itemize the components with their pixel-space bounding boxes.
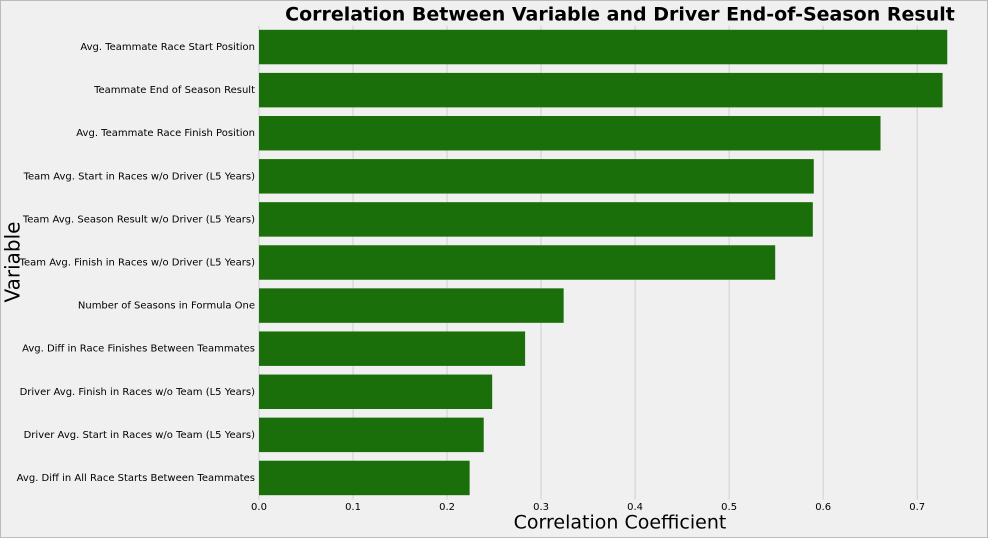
x-tick-label: 0.7: [909, 502, 925, 513]
y-tick-label: Avg. Diff in Race Finishes Between Teamm…: [22, 344, 255, 355]
y-tick-label: Team Avg. Start in Races w/o Driver (L5 …: [23, 171, 255, 182]
y-tick-label: Team Avg. Season Result w/o Driver (L5 Y…: [22, 214, 255, 225]
y-tick-label: Avg. Diff in All Race Starts Between Tea…: [17, 473, 255, 484]
x-tick-label: 0.5: [721, 502, 737, 513]
y-tick-label: Driver Avg. Start in Races w/o Team (L5 …: [24, 430, 255, 441]
bar: [259, 331, 526, 366]
bar: [259, 460, 470, 496]
bar: [259, 159, 814, 194]
y-tick-label: Teammate End of Season Result: [93, 85, 255, 96]
x-tick-label: 0.0: [251, 502, 267, 513]
bar: [259, 417, 484, 453]
y-tick-label: Avg. Teammate Race Start Position: [80, 42, 255, 53]
x-axis-label: Correlation Coefficient: [514, 512, 727, 534]
x-tick-label: 0.1: [345, 502, 361, 513]
x-tick-label: 0.4: [627, 502, 643, 513]
y-tick-label: Avg. Teammate Race Finish Position: [76, 128, 255, 139]
bar: [259, 115, 881, 151]
bar: [259, 374, 493, 410]
chart-title: Correlation Between Variable and Driver …: [285, 4, 955, 26]
bar: [259, 245, 776, 280]
x-tick-label: 0.3: [533, 502, 549, 513]
y-axis-label: Variable: [1, 222, 25, 303]
bar: [259, 202, 813, 237]
bar: [259, 29, 948, 65]
y-tick-label: Driver Avg. Finish in Races w/o Team (L5…: [20, 387, 256, 398]
x-tick-label: 0.6: [815, 502, 831, 513]
bar: [259, 72, 943, 108]
x-tick-label: 0.2: [439, 502, 455, 513]
y-tick-label: Number of Seasons in Formula One: [78, 301, 255, 312]
y-tick-label: Team Avg. Finish in Races w/o Driver (L5…: [19, 258, 256, 269]
bar: [259, 288, 564, 323]
